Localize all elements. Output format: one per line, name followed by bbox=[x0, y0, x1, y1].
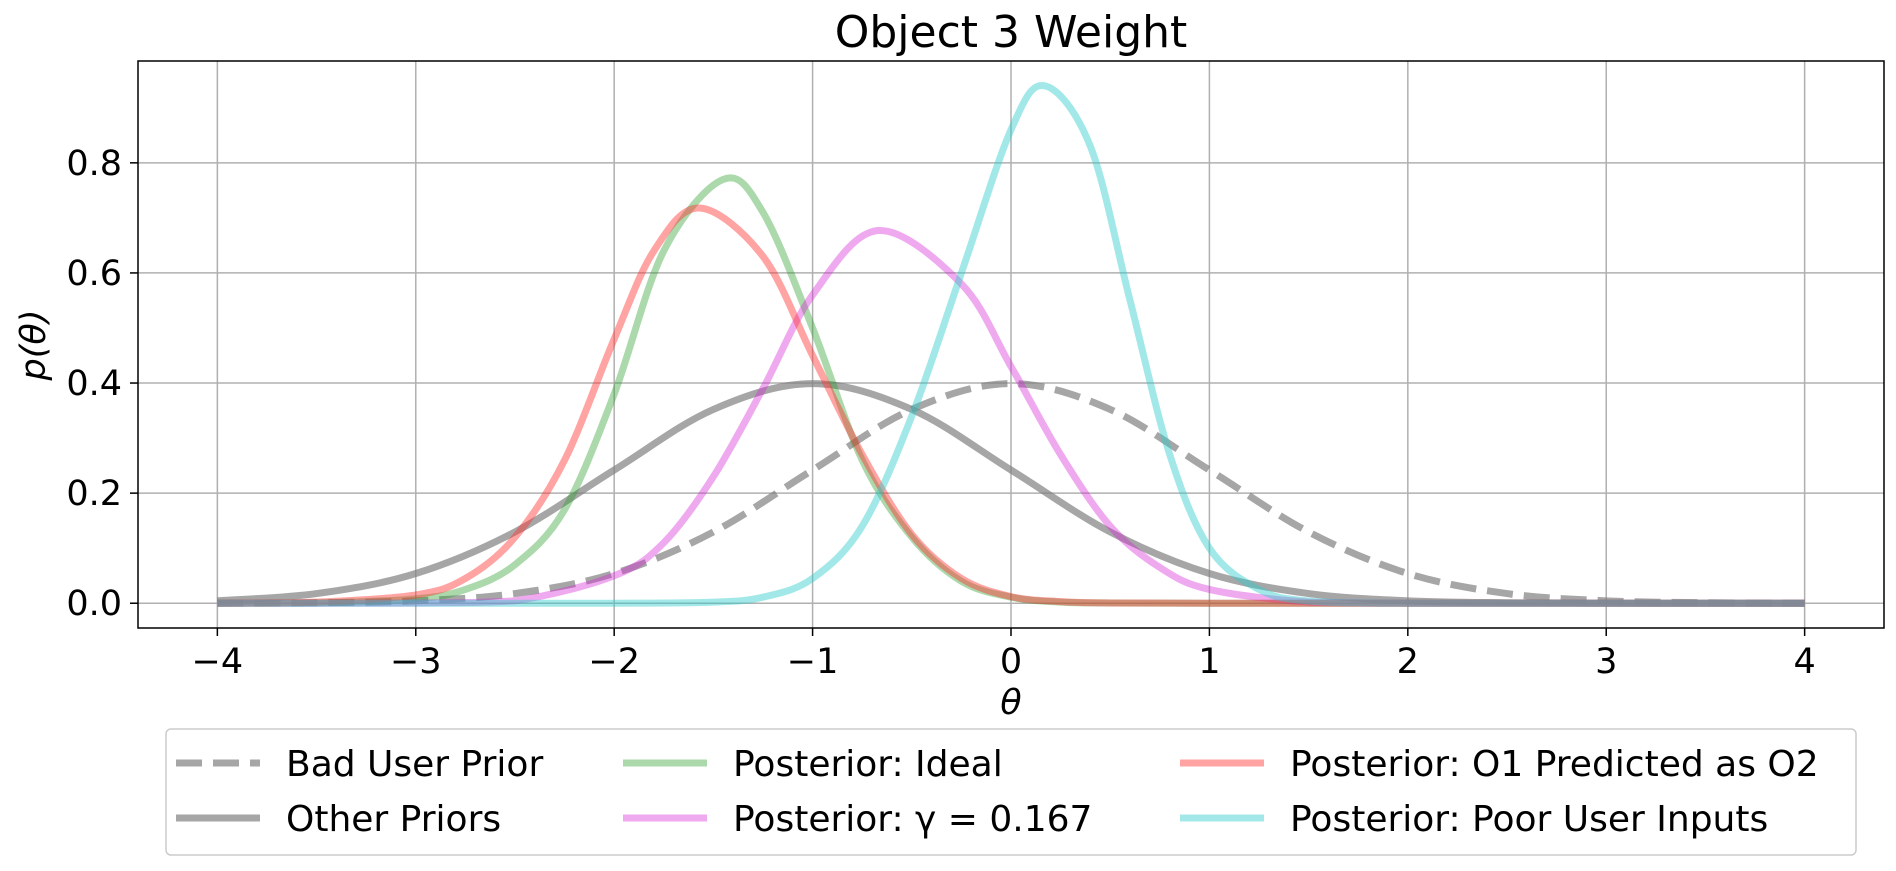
x-tick-label: 3 bbox=[1595, 642, 1617, 682]
series-line-other-priors bbox=[217, 380, 1805, 607]
x-tick-label: −1 bbox=[787, 642, 839, 682]
series-line-posterior-0-167 bbox=[217, 227, 1805, 607]
x-tick-label: 0 bbox=[1000, 642, 1022, 682]
y-axis-label: p(θ) bbox=[14, 310, 54, 382]
y-tick-label: 0.8 bbox=[66, 144, 122, 184]
x-tick-label: 1 bbox=[1198, 642, 1220, 682]
y-tick-label: 0.6 bbox=[66, 254, 122, 294]
series-line-posterior-o1-predicted-as-o2 bbox=[217, 204, 1805, 607]
series-line-posterior-poor-user-inputs bbox=[217, 82, 1805, 607]
legend-label-bad-user-prior: Bad User Prior bbox=[286, 744, 543, 785]
legend-label-posterior-0-167: Posterior: γ = 0.167 bbox=[733, 799, 1092, 840]
legend: Bad User Prior Other Priors Posterior: Ide… bbox=[165, 728, 1857, 856]
series-layer bbox=[217, 82, 1805, 607]
x-tick-label: −3 bbox=[390, 642, 442, 682]
series-line-posterior-ideal bbox=[217, 174, 1805, 607]
series-line-bad-user-prior bbox=[217, 380, 1805, 607]
legend-label-posterior-ideal: Posterior: Ideal bbox=[733, 744, 1003, 785]
legend-label-other-priors: Other Priors bbox=[286, 799, 501, 840]
y-tick-label: 0.0 bbox=[66, 584, 122, 624]
legend-frame bbox=[165, 728, 1857, 856]
x-axis-label: θ bbox=[1000, 683, 1021, 723]
x-tick-label: −4 bbox=[192, 642, 244, 682]
legend-label-posterior-poor-user-inputs: Posterior: Poor User Inputs bbox=[1290, 799, 1768, 840]
x-tick-label: −2 bbox=[588, 642, 640, 682]
ticks: −4 −3 −2 −1 0 1 2 3 4 0.0 0.2 0.4 0.6 0.8 bbox=[66, 144, 1815, 682]
legend-label-posterior-o1-predicted-as-o2: Posterior: O1 Predicted as O2 bbox=[1290, 744, 1819, 785]
y-tick-label: 0.4 bbox=[66, 364, 122, 404]
y-tick-label: 0.2 bbox=[66, 474, 122, 514]
x-tick-label: 2 bbox=[1397, 642, 1419, 682]
x-tick-label: 4 bbox=[1793, 642, 1815, 682]
chart-title: Object 3 Weight bbox=[835, 7, 1188, 58]
